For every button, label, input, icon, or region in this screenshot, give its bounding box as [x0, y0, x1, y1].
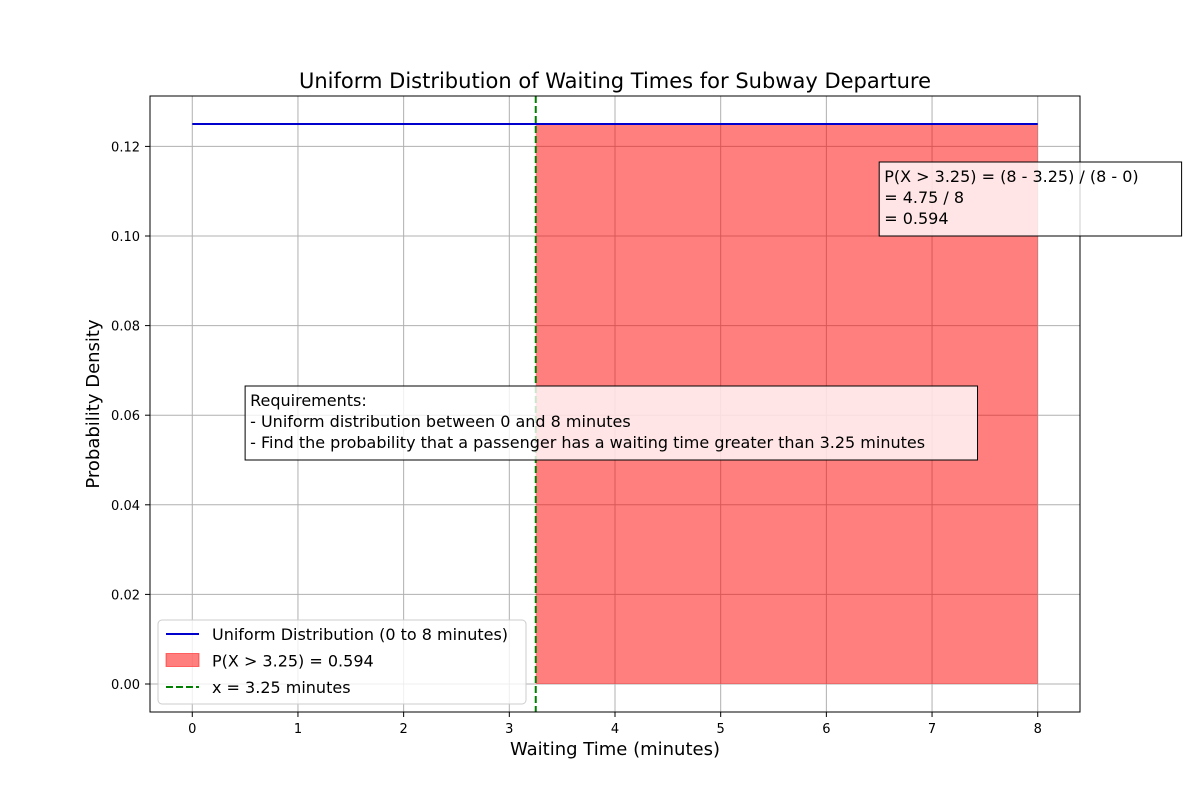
- annotation-text: = 0.594: [884, 209, 948, 228]
- y-tick-label: 0.04: [111, 499, 140, 514]
- y-tick-label: 0.06: [111, 409, 140, 424]
- chart-title: Uniform Distribution of Waiting Times fo…: [299, 69, 931, 93]
- x-axis: 0 1 2 3 4 5 6 7 8: [188, 712, 1042, 737]
- x-tick-label: 2: [399, 722, 407, 737]
- annotation-text: P(X > 3.25) = (8 - 3.25) / (8 - 0): [884, 167, 1138, 186]
- x-tick-label: 7: [928, 722, 936, 737]
- legend-label: P(X > 3.25) = 0.594: [212, 652, 374, 671]
- x-tick-label: 8: [1034, 722, 1042, 737]
- y-tick-label: 0.08: [111, 320, 140, 335]
- legend-label: x = 3.25 minutes: [212, 678, 351, 697]
- y-axis-label: Probability Density: [83, 319, 104, 489]
- y-tick-label: 0.02: [111, 588, 140, 603]
- legend-label: Uniform Distribution (0 to 8 minutes): [212, 625, 508, 644]
- legend-item: P(X > 3.25) = 0.594: [165, 652, 374, 671]
- x-tick-label: 1: [294, 722, 302, 737]
- annotation-text: - Uniform distribution between 0 and 8 m…: [250, 412, 631, 431]
- annotation-req: Requirements: - Uniform distribution betw…: [244, 385, 979, 461]
- y-tick-label: 0.00: [111, 678, 140, 693]
- legend-box: [157, 619, 527, 705]
- legend: Uniform Distribution (0 to 8 minutes) P(X…: [157, 619, 527, 705]
- y-axis: 0.00 0.02 0.04 0.06 0.08 0.10 0.12: [111, 140, 150, 693]
- x-tick-label: 5: [717, 722, 725, 737]
- y-tick-label: 0.10: [111, 230, 140, 245]
- x-axis-label: Waiting Time (minutes): [510, 739, 720, 760]
- annotation-text: Requirements:: [250, 391, 367, 410]
- x-tick-label: 3: [505, 722, 513, 737]
- annotations: P(X > 3.25) = (8 - 3.25) / (8 - 0) = 4.75…: [244, 161, 1183, 461]
- annotation-text: = 4.75 / 8: [884, 188, 964, 207]
- legend-item: x = 3.25 minutes: [166, 678, 351, 697]
- y-tick-label: 0.12: [111, 140, 140, 155]
- x-tick-label: 6: [822, 722, 830, 737]
- annotation-box: [878, 161, 1183, 237]
- legend-item: Uniform Distribution (0 to 8 minutes): [166, 625, 508, 644]
- annotation-box: [244, 385, 979, 461]
- legend-swatch: [165, 653, 200, 667]
- annotation-calc: P(X > 3.25) = (8 - 3.25) / (8 - 0) = 4.75…: [878, 161, 1183, 237]
- x-tick-label: 4: [611, 722, 619, 737]
- annotation-text: - Find the probability that a passenger …: [250, 433, 925, 452]
- x-tick-label: 0: [188, 722, 196, 737]
